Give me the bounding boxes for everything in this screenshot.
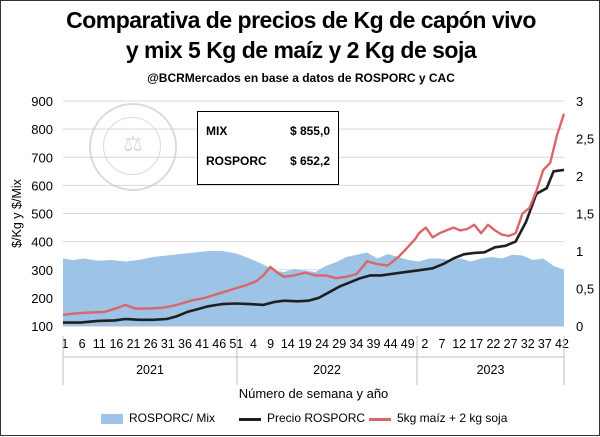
x-tick-10: 51	[229, 337, 243, 351]
year-label-2: 2023	[477, 363, 505, 377]
x-tick-23: 12	[452, 337, 466, 351]
y-tick-right-3: 1,5	[576, 207, 594, 222]
year-label-1: 2022	[313, 363, 341, 377]
chart-subtitle: @BCRMercados en base a datos de ROSPORC …	[147, 71, 455, 85]
x-tick-3: 16	[109, 337, 123, 351]
y-tick-right-1: 0,5	[576, 282, 594, 297]
price-infobox: MIX $ 855,0 ROSPORC $ 652,2	[197, 111, 339, 185]
legend-swatch-ratio	[101, 414, 123, 424]
x-tick-2: 11	[93, 337, 106, 351]
y-tick-left-4: 500	[31, 207, 53, 222]
y-axis-title: $/Kg y $/Mix	[10, 178, 24, 248]
chart-title-line1: Comparativa de precios de Kg de capón vi…	[66, 7, 536, 33]
y-tick-right-4: 2	[576, 169, 583, 184]
x-tick-17: 34	[349, 337, 363, 351]
x-tick-27: 32	[521, 337, 535, 351]
x-tick-21: 2	[421, 337, 428, 351]
y-tick-right-2: 1	[576, 244, 583, 259]
y-tick-left-2: 300	[31, 263, 53, 278]
x-tick-15: 24	[315, 337, 329, 351]
y-tick-left-8: 900	[31, 94, 53, 109]
y-tick-right-0: 0	[576, 319, 583, 334]
x-tick-14: 19	[298, 337, 312, 351]
x-tick-20: 49	[401, 337, 415, 351]
x-tick-16: 29	[332, 337, 346, 351]
x-tick-19: 44	[384, 337, 398, 351]
x-axis-title: Número de semana y año	[239, 386, 389, 401]
seal-inner-ring	[103, 117, 161, 175]
y-tick-left-7: 800	[31, 122, 53, 137]
x-tick-8: 41	[195, 337, 209, 351]
x-tick-24: 17	[469, 337, 483, 351]
x-tick-13: 14	[281, 337, 295, 351]
y-tick-left-3: 400	[31, 235, 53, 250]
y-tick-left-6: 700	[31, 150, 53, 165]
legend-label-ratio: ROSPORC/ Mix	[129, 411, 216, 425]
x-tick-28: 37	[538, 337, 552, 351]
x-tick-12: 9	[267, 337, 274, 351]
series-area-ratio	[63, 251, 564, 326]
x-tick-7: 36	[178, 337, 192, 351]
legend-swatch-mix	[369, 418, 391, 421]
legend-label-mix: 5kg maíz + 2 kg soja	[397, 411, 508, 425]
x-tick-4: 21	[127, 337, 141, 351]
mix-label: MIX	[206, 124, 228, 138]
mix-value: $ 855,0	[289, 124, 330, 138]
legend-swatch-rosporc	[239, 418, 261, 421]
x-tick-0: 1	[62, 337, 69, 351]
x-tick-29: 42	[555, 337, 569, 351]
y-tick-left-5: 600	[31, 178, 53, 193]
x-tick-25: 22	[486, 337, 500, 351]
x-tick-6: 31	[161, 337, 175, 351]
series-line-mix	[62, 113, 566, 316]
y-tick-right-5: 2,5	[576, 132, 594, 147]
y-tick-left-0: 100	[31, 319, 53, 334]
year-label-0: 2021	[136, 363, 164, 377]
x-tick-26: 27	[504, 337, 518, 351]
x-tick-9: 46	[212, 337, 226, 351]
scales-icon: ⚖	[123, 131, 143, 156]
x-tick-18: 39	[367, 337, 381, 351]
y-tick-right-6: 3	[576, 94, 583, 109]
x-tick-22: 7	[439, 337, 446, 351]
watermark-seal: ⚖	[89, 103, 177, 191]
rosporc-value: $ 652,2	[289, 154, 330, 168]
x-tick-5: 26	[144, 337, 158, 351]
x-tick-1: 6	[79, 337, 86, 351]
series-line-rosporc	[63, 168, 565, 324]
chart-title-line2: y mix 5 Kg de maíz y 2 Kg de soja	[125, 37, 477, 63]
y-tick-left-1: 200	[31, 291, 53, 306]
rosporc-label: ROSPORC	[206, 154, 267, 168]
chart-legend: ROSPORC/ Mix Precio ROSPORC 5kg maíz + 2…	[1, 409, 600, 429]
legend-label-rosporc: Precio ROSPORC	[267, 411, 366, 425]
x-tick-11: 4	[250, 337, 257, 351]
